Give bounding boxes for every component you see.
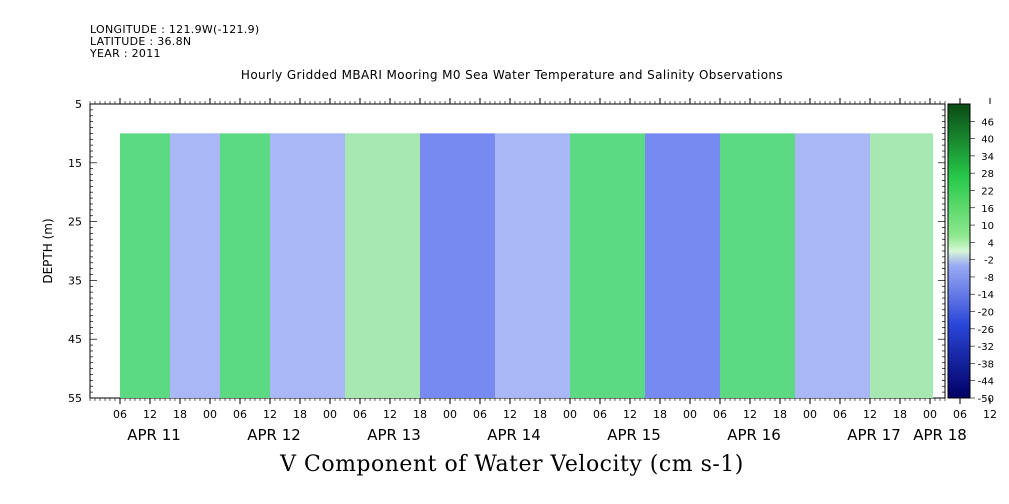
x-tick-label: 06	[953, 408, 967, 421]
y-tick-label: 35	[68, 274, 82, 287]
y-tick-label: 5	[75, 98, 82, 111]
x-tick-label: 00	[563, 408, 577, 421]
heatmap-band	[495, 133, 570, 398]
x-hour-ticks: 06 12 18 00 06 12 18 00 06 12 18 00 06 12 18 00 06 12 18 00…	[113, 98, 997, 421]
colorbar-label: 28	[981, 169, 994, 180]
x-day-label: APR 13	[367, 426, 421, 444]
x-tick-label: 06	[233, 408, 247, 421]
colorbar-label: -50	[978, 394, 994, 405]
colorbar-label: -44	[978, 377, 994, 388]
colorbar-label: 46	[981, 117, 994, 128]
x-tick-label: 12	[263, 408, 277, 421]
x-tick-label: 00	[443, 408, 457, 421]
heatmap-band	[570, 133, 645, 398]
heatmap-band	[420, 133, 495, 398]
colorbar-label: -20	[978, 308, 994, 319]
y-tick-label: 15	[68, 157, 82, 170]
x-tick-label: 12	[743, 408, 757, 421]
x-tick-label: 12	[983, 408, 997, 421]
chart-title: Hourly Gridded MBARI Mooring M0 Sea Wate…	[240, 68, 784, 82]
colorbar-label: -2	[984, 256, 994, 267]
y-axis-title: DEPTH (m)	[41, 218, 55, 283]
longitude-label: LONGITUDE : 121.9W(-121.9)	[90, 23, 260, 36]
heatmap-band	[795, 133, 870, 398]
heatmap-band	[870, 133, 933, 398]
y-tick-label: 45	[68, 333, 82, 346]
heatmap-band	[270, 133, 345, 398]
x-day-label: APR 17	[847, 426, 901, 444]
colorbar-label: -26	[978, 325, 994, 336]
x-tick-label: 06	[113, 408, 127, 421]
x-tick-label: 00	[923, 408, 937, 421]
year-label: YEAR : 2011	[90, 47, 161, 60]
x-tick-label: 06	[833, 408, 847, 421]
x-tick-label: 18	[173, 408, 187, 421]
x-tick-label: 00	[203, 408, 217, 421]
x-tick-label: 00	[803, 408, 817, 421]
x-day-label: APR 18	[913, 426, 967, 444]
colorbar-label: -14	[978, 290, 994, 301]
x-day-label: APR 12	[247, 426, 301, 444]
heatmap-band	[220, 133, 270, 398]
latitude-label: LATITUDE : 36.8N	[90, 35, 192, 48]
x-day-label: APR 11	[127, 426, 181, 444]
y-tick-label: 55	[68, 392, 82, 405]
heatmap-field	[120, 133, 933, 398]
colorbar-gradient	[947, 103, 971, 399]
x-tick-label: 12	[503, 408, 517, 421]
colorbar-label: 10	[981, 221, 994, 232]
x-tick-label: 18	[533, 408, 547, 421]
x-tick-label: 12	[143, 408, 157, 421]
colorbar-label: -32	[978, 342, 994, 353]
x-tick-label: 18	[413, 408, 427, 421]
x-tick-label: 00	[323, 408, 337, 421]
x-day-label: APR 14	[487, 426, 541, 444]
colorbar-label: 40	[981, 135, 994, 146]
x-tick-label: 12	[623, 408, 637, 421]
x-tick-label: 12	[863, 408, 877, 421]
y-tick-label: 25	[68, 216, 82, 229]
colorbar-labels: 46 40 34 28 22 16 10 4 -2 -8 -14 -20 -26 -32 -38 -44 -50	[970, 117, 994, 405]
x-tick-label: 06	[473, 408, 487, 421]
x-tick-label: 00	[683, 408, 697, 421]
x-tick-label: 18	[653, 408, 667, 421]
x-axis-title: V Component of Water Velocity (cm s-1)	[280, 452, 744, 477]
y-ticks: 5 15 25 35 45 55	[68, 98, 945, 405]
colorbar-label: 34	[981, 152, 994, 163]
x-tick-label: 18	[293, 408, 307, 421]
heatmap-band	[345, 133, 420, 398]
heatmap-band	[120, 133, 170, 398]
x-tick-label: 18	[893, 408, 907, 421]
colorbar-label: 16	[981, 204, 994, 215]
colorbar-label: 4	[988, 238, 994, 249]
colorbar-label: 22	[981, 186, 994, 197]
x-tick-label: 06	[353, 408, 367, 421]
colorbar: 46 40 34 28 22 16 10 4 -2 -8 -14 -20 -26 -32 -38 -44 -50	[947, 103, 994, 405]
heatmap-band	[170, 133, 220, 398]
x-tick-label: 18	[773, 408, 787, 421]
colorbar-label: -8	[984, 273, 994, 284]
heatmap-band	[645, 133, 720, 398]
x-tick-label: 06	[713, 408, 727, 421]
x-tick-label: 06	[593, 408, 607, 421]
x-day-label: APR 16	[727, 426, 781, 444]
x-tick-label: 12	[383, 408, 397, 421]
x-day-label: APR 15	[607, 426, 661, 444]
colorbar-label: -38	[978, 359, 994, 370]
heatmap-band	[720, 133, 795, 398]
x-day-labels: APR 11 APR 12 APR 13 APR 14 APR 15 APR 16 APR …	[127, 426, 967, 444]
